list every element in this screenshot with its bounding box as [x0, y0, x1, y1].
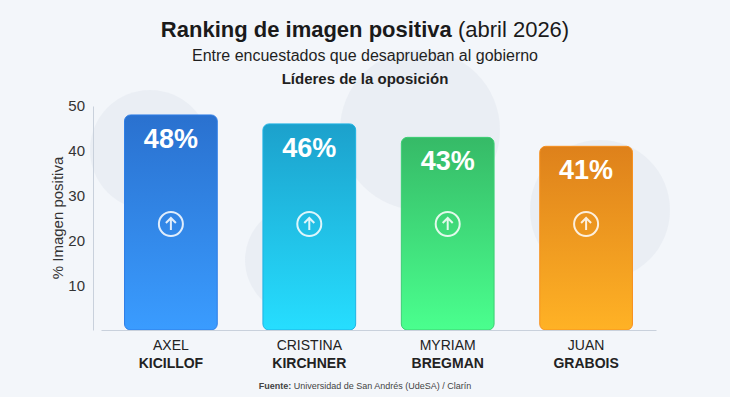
bars — [125, 115, 633, 330]
icon-ring — [297, 212, 321, 236]
background — [0, 0, 730, 397]
axis-line — [102, 330, 657, 331]
tick-label: MYRIAMBREGMAN — [412, 337, 484, 371]
tick: 20 — [68, 232, 93, 249]
bar — [401, 137, 494, 330]
tick: CRISTINAKIRCHNER — [272, 330, 346, 371]
tick-label: 30 — [68, 187, 85, 204]
axis-line — [93, 107, 94, 331]
data-label: 48% — [144, 124, 198, 154]
arrow-icon — [297, 212, 321, 236]
y-axis: 10 20 30 40 50 — [68, 97, 93, 330]
tick: 50 — [68, 97, 93, 114]
icon-arrow — [581, 218, 591, 230]
tick: 30 — [68, 187, 93, 204]
bar — [263, 124, 356, 330]
tick-label: 40 — [68, 142, 85, 159]
tick: JUANGRABOIS — [553, 330, 618, 371]
title: Ranking de imagen positiva (abril 2026) — [161, 17, 569, 42]
icon-ring — [574, 212, 598, 236]
arrow-icon — [159, 212, 183, 236]
tick: MYRIAMBREGMAN — [412, 330, 484, 371]
tick: AXELKICILLOF — [139, 330, 204, 371]
data-labels: 48% 46% 43% 41% — [144, 124, 613, 185]
icon-ring — [159, 212, 183, 236]
y-axis-title: % Imagen positiva — [49, 156, 66, 279]
arrow-icon — [436, 212, 460, 236]
source: Fuente: Universidad de San Andrés (UdeSA… — [259, 381, 472, 391]
icons — [159, 212, 598, 236]
tick-label: 10 — [68, 277, 85, 294]
subtitle: Líderes de la oposición — [282, 70, 449, 87]
data-label: 41% — [559, 155, 613, 185]
tick-label: JUANGRABOIS — [553, 337, 618, 371]
data-label: 43% — [421, 146, 475, 176]
tick-label: 50 — [68, 97, 85, 114]
tick-label: CRISTINAKIRCHNER — [272, 337, 346, 371]
x-axis: AXELKICILLOF CRISTINAKIRCHNER MYRIAMBREGMA… — [102, 330, 657, 371]
tick-label: AXELKICILLOF — [139, 337, 204, 371]
tick: 40 — [68, 142, 93, 159]
icon-arrow — [166, 218, 176, 230]
icon-arrow — [304, 218, 314, 230]
tick-label: 20 — [68, 232, 85, 249]
chart: Ranking de imagen positiva (abril 2026) E… — [0, 0, 730, 397]
subtitle: Entre encuestados que desaprueban al gob… — [192, 47, 538, 64]
arrow-icon — [574, 212, 598, 236]
icon-ring — [436, 212, 460, 236]
bar — [540, 146, 633, 330]
data-label: 46% — [282, 133, 336, 163]
bar — [125, 115, 218, 330]
icon-arrow — [443, 218, 453, 230]
tick: 10 — [68, 277, 93, 294]
